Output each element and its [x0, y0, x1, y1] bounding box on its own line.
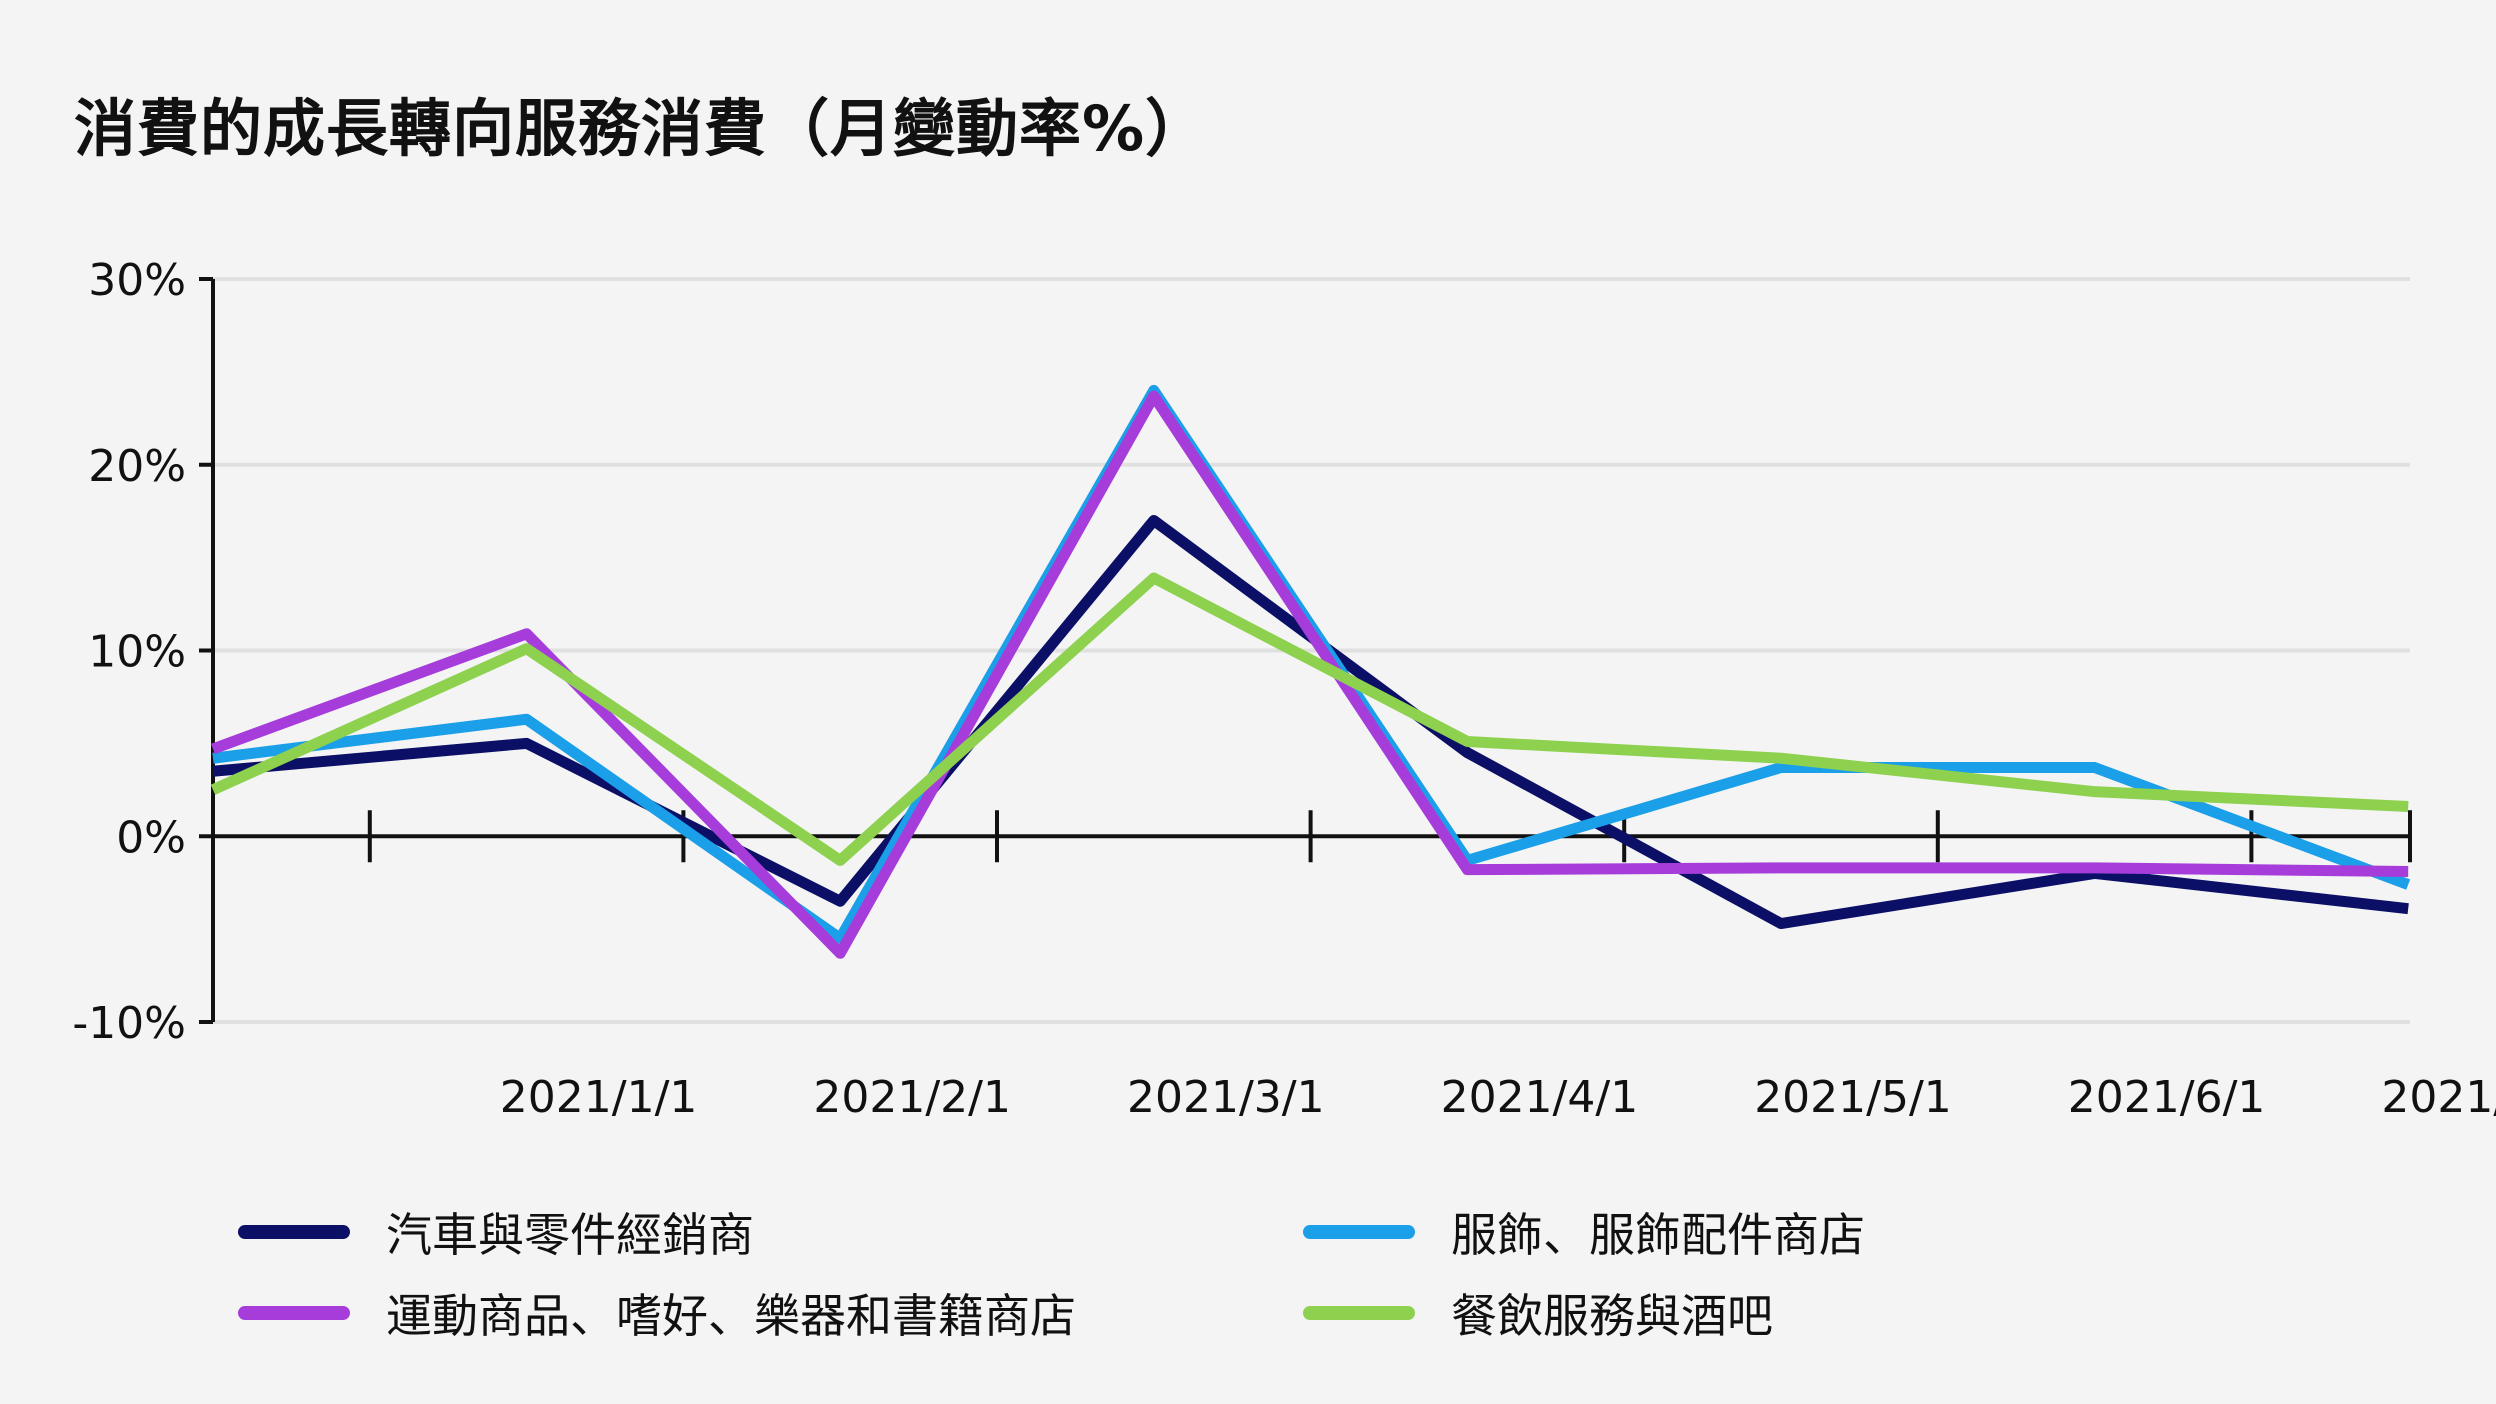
chart-title: 消費的成長轉向服務消費（月變動率%）	[74, 92, 1209, 165]
tick-labels: 30% 20% 10% 0% -10% 2021/1/1 2021/2/1 2021/3/1 2…	[72, 255, 2496, 1123]
y-tick-label: -10%	[72, 998, 186, 1049]
x-tick-label: 2021/5/1	[1754, 1072, 1952, 1123]
series-line-4	[210, 572, 2409, 866]
y-tick-label: 0%	[116, 812, 186, 863]
x-tick-label: 2021/3/1	[1127, 1072, 1325, 1123]
series-lines	[210, 384, 2411, 959]
x-tick-label: 2021/7/1	[2381, 1072, 2496, 1123]
y-tick-label: 20%	[88, 441, 186, 492]
x-tick-label: 2021/1/1	[500, 1072, 698, 1123]
x-tick-label: 2021/2/1	[813, 1072, 1011, 1123]
y-tick-label: 10%	[88, 627, 186, 678]
series-line-3	[211, 390, 2409, 959]
x-tick-label: 2021/6/1	[2068, 1072, 2266, 1123]
gridlines	[213, 277, 2410, 1024]
y-tick-label: 30%	[88, 255, 186, 306]
axes	[199, 277, 2412, 1024]
x-tick-label: 2021/4/1	[1441, 1072, 1639, 1123]
